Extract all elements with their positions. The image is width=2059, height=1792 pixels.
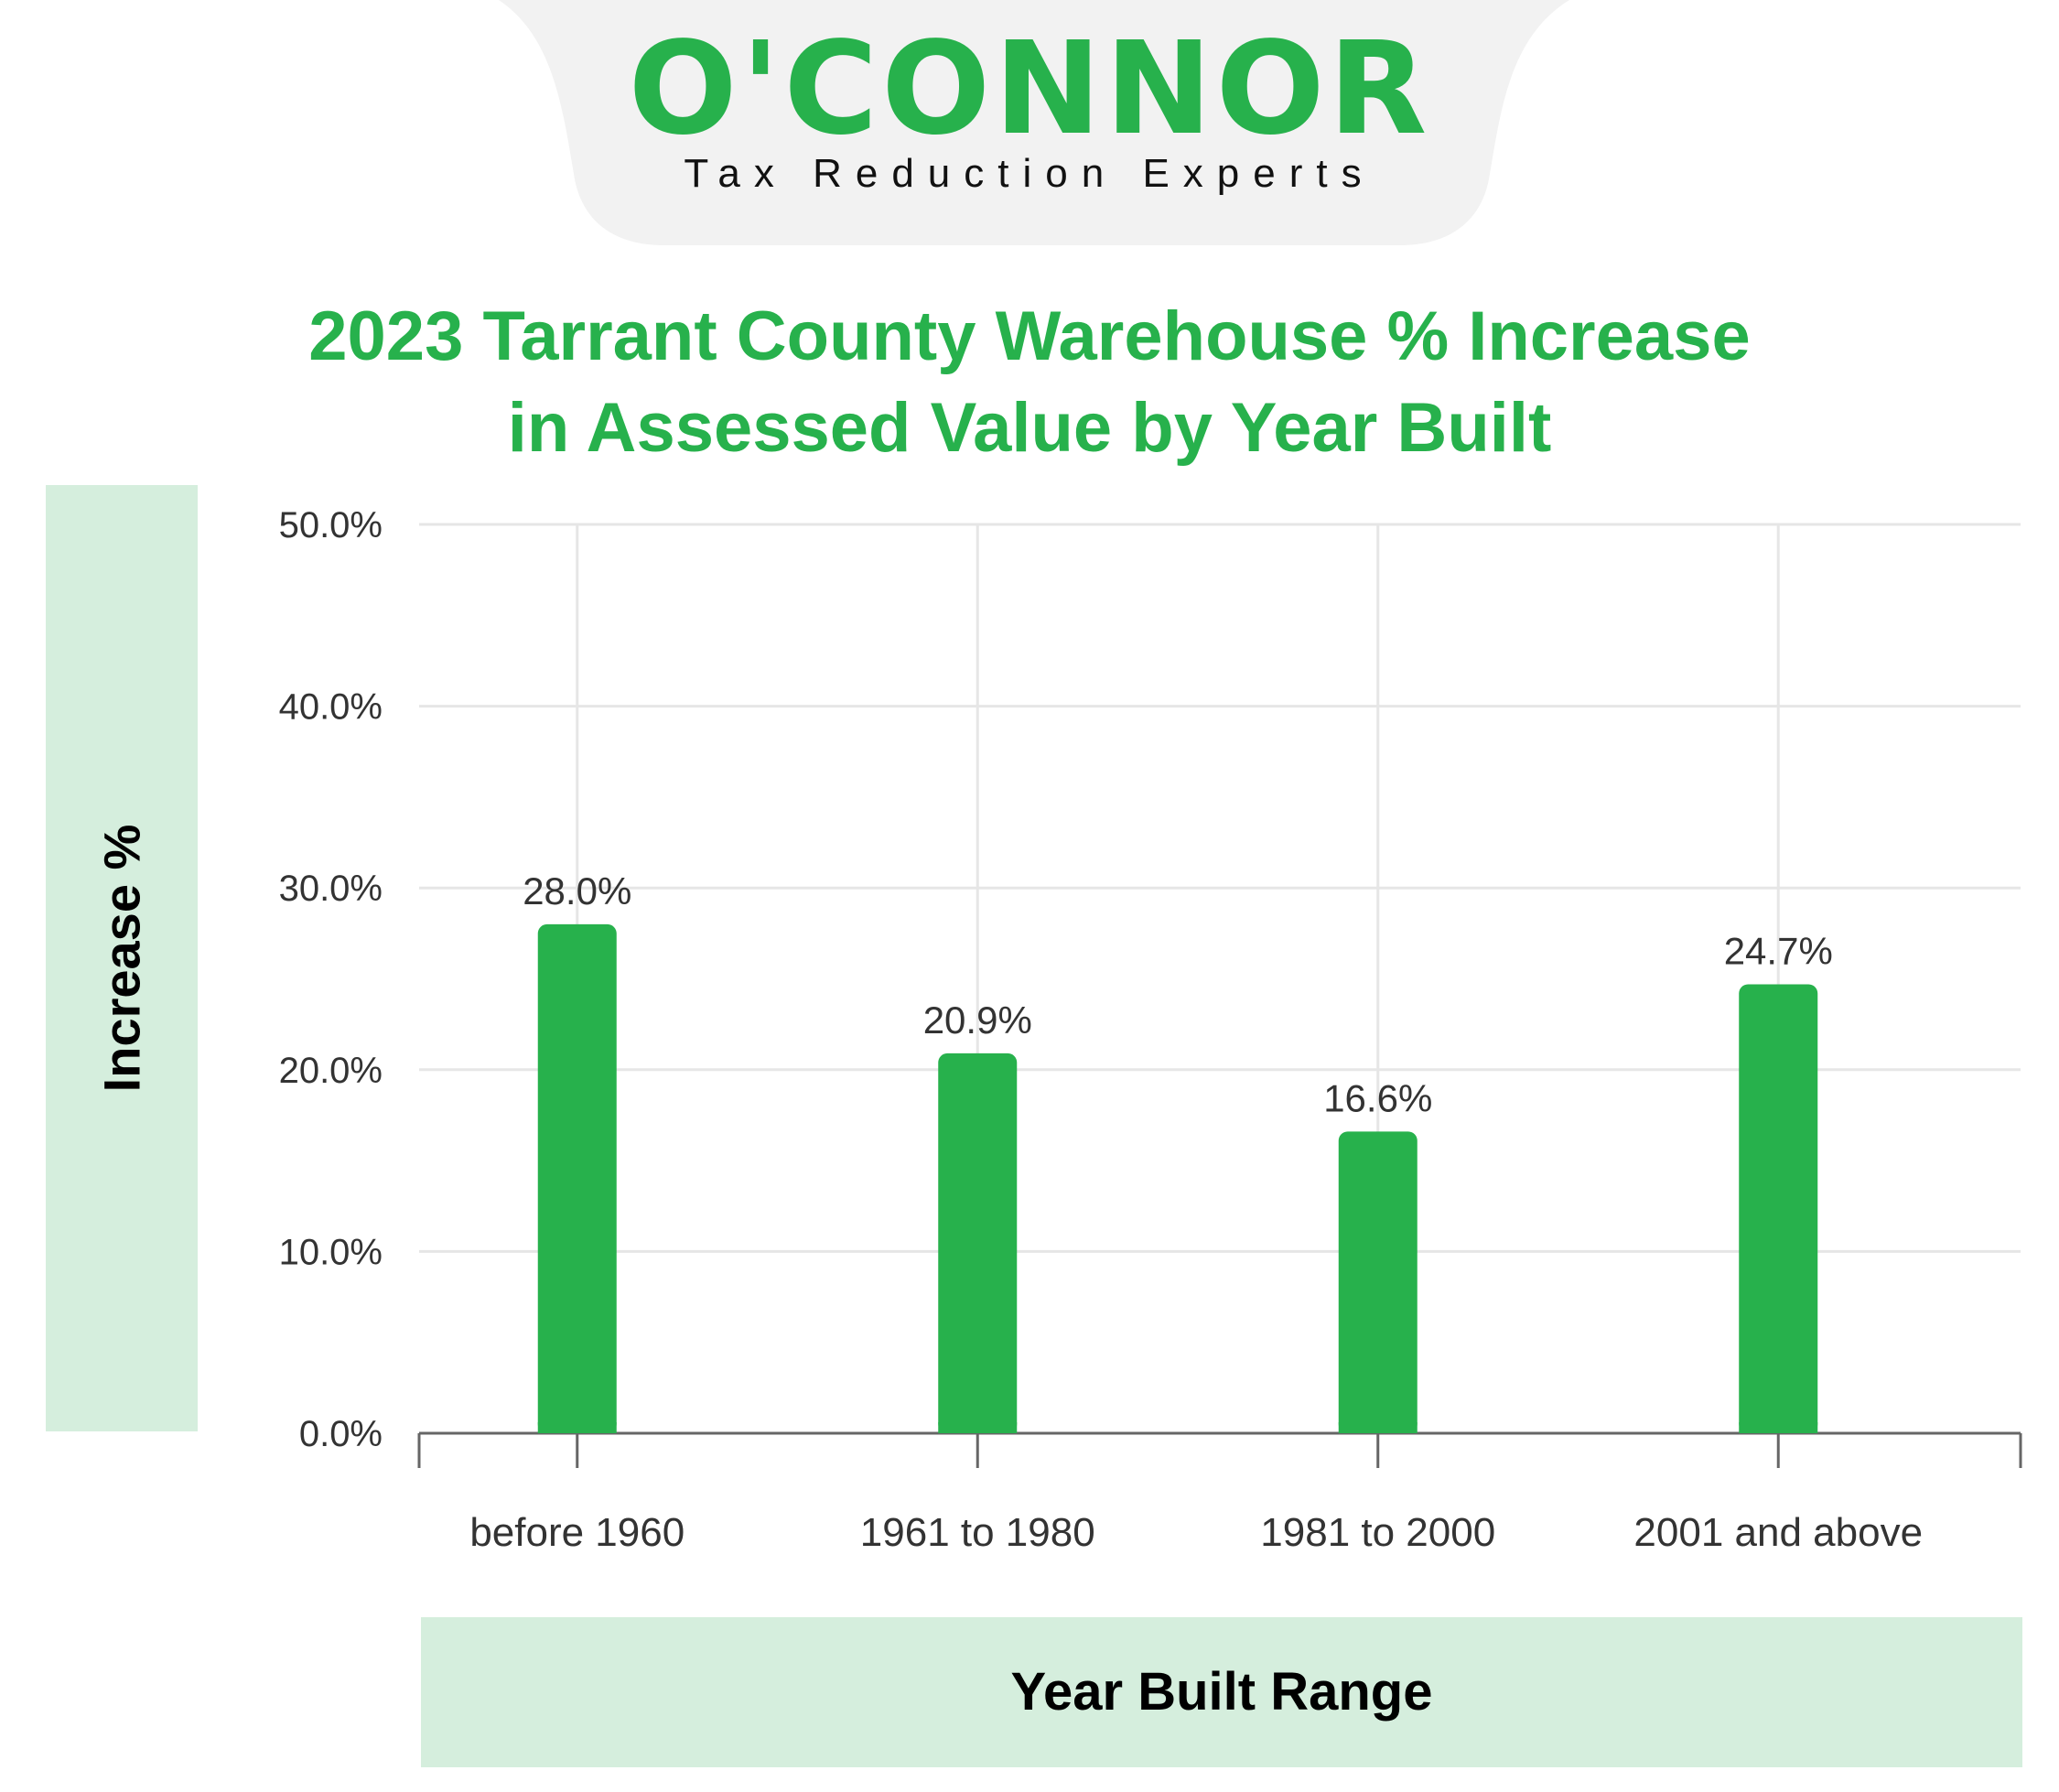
chart-title-line-1: 2023 Tarrant County Warehouse % Increase — [308, 297, 1751, 375]
y-tick-label: 10.0% — [279, 1232, 383, 1272]
x-tick-label: before 1960 — [469, 1510, 685, 1555]
bar — [1739, 984, 1818, 1433]
y-tick-label: 40.0% — [279, 687, 383, 728]
y-tick-label: 20.0% — [279, 1051, 383, 1091]
bar-base — [1739, 1422, 1818, 1433]
brand-tagline: Tax Reduction Experts — [684, 151, 1375, 196]
x-axis-label: Year Built Range — [1010, 1662, 1433, 1722]
x-tick-label: 1981 to 2000 — [1260, 1510, 1495, 1555]
data-label: 16.6% — [1323, 1076, 1432, 1119]
data-label: 20.9% — [923, 999, 1032, 1042]
logo-badge — [499, 0, 1569, 245]
bar — [537, 923, 617, 1433]
chart-title: 2023 Tarrant County Warehouse % Increase… — [183, 291, 1876, 474]
x-axis-label-panel — [421, 1617, 2022, 1767]
data-label: 24.7% — [1724, 929, 1833, 972]
bar-base — [938, 1422, 1018, 1433]
x-tick-label: 2001 and above — [1633, 1510, 1923, 1555]
data-label: 28.0% — [523, 869, 631, 912]
y-tick-label: 0.0% — [299, 1414, 383, 1454]
bar-base — [537, 1422, 617, 1433]
y-axis-label-panel — [46, 485, 198, 1431]
bar — [938, 1053, 1018, 1433]
bar-base — [1338, 1422, 1418, 1433]
x-tick-label: 1961 to 1980 — [860, 1510, 1095, 1555]
chart-title-line-2: in Assessed Value by Year Built — [507, 389, 1552, 467]
brand-logo-wordmark: O'CONNOR — [628, 15, 1431, 164]
y-tick-label: 30.0% — [279, 869, 383, 909]
bar — [1338, 1131, 1418, 1433]
y-tick-label: 50.0% — [279, 505, 383, 545]
logo-badge-shape — [499, 0, 1569, 245]
